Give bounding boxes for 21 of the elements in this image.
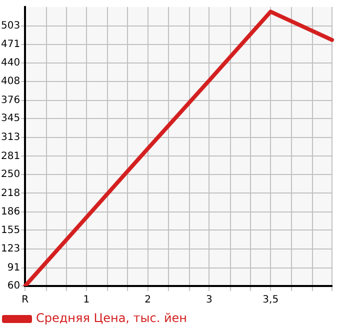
y-tick-label: 503	[0, 20, 20, 32]
y-tick-label: 440	[0, 57, 20, 68]
y-tick-label: 376	[0, 94, 20, 106]
x-tick-label: 3,5	[262, 294, 279, 306]
x-tick-label: R	[22, 294, 29, 306]
x-tick-label: 1	[83, 294, 90, 306]
y-tick-label: 250	[0, 168, 20, 180]
y-tick-label: 186	[0, 206, 20, 218]
x-tick-label: 2	[144, 294, 152, 306]
y-tick-label: 218	[0, 188, 20, 199]
y-tick-label: 471	[0, 39, 20, 50]
x-tick-label: 3	[206, 294, 212, 306]
y-tick-label: 91	[7, 262, 20, 274]
y-tick-label: 60	[7, 280, 20, 292]
y-tick-label: 123	[0, 244, 20, 255]
y-tick-label: 155	[0, 224, 20, 236]
y-tick-label: 345	[0, 113, 20, 124]
y-tick-label: 281	[0, 150, 20, 162]
y-tick-label: 313	[0, 132, 20, 143]
y-tick-label: 408	[0, 76, 20, 88]
legend-label: Средняя Цена, тыс. йен	[36, 311, 188, 326]
